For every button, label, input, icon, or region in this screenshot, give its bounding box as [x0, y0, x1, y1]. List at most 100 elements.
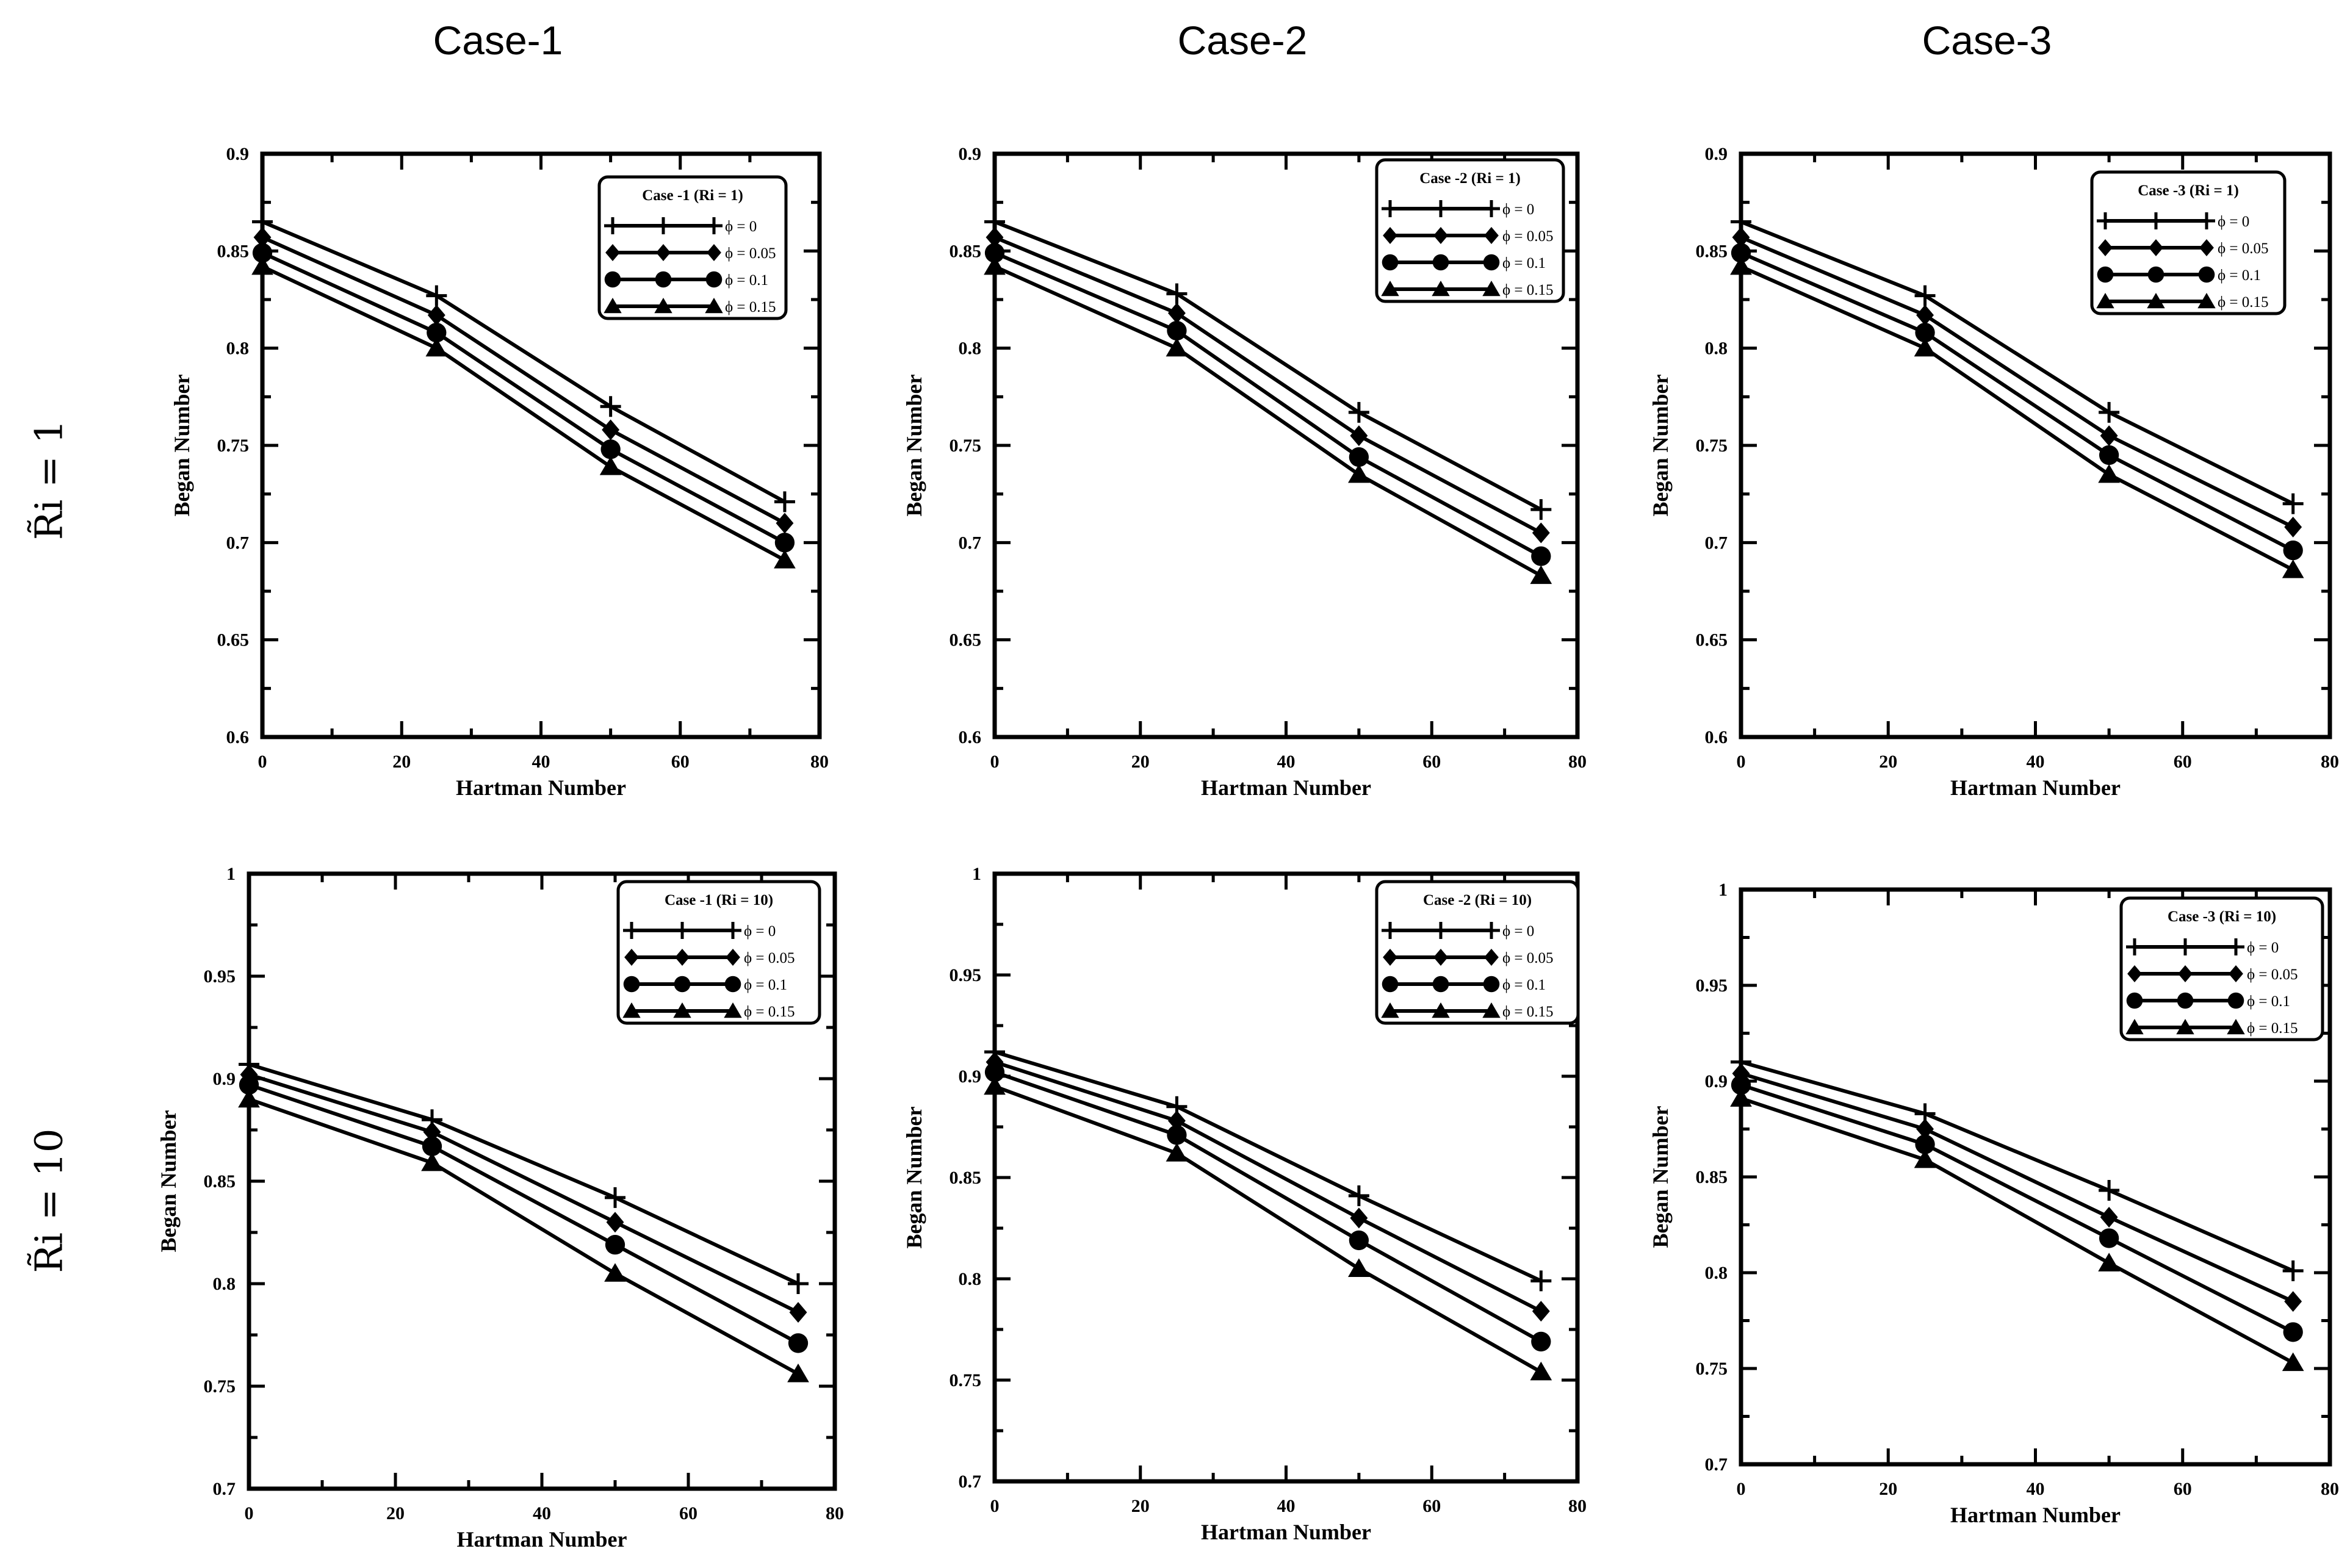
chart-case1-ri10: 0 20 40 60 80 0.7 0.75 0.8 0.85 0.9 0.95 1 Hartman N… [156, 864, 844, 1552]
legend-marker-circle [674, 976, 691, 993]
data-point-diamond [427, 304, 445, 326]
legend-label: ϕ = 0.1 [725, 272, 768, 289]
data-point-triangle [1914, 337, 1936, 357]
y-axis-label: Began Number [902, 374, 926, 516]
series-line-diamond [248, 1073, 799, 1314]
data-point-diamond [776, 512, 794, 534]
x-tick-label: 80 [2321, 1479, 2339, 1499]
legend-marker-plus [604, 217, 621, 234]
data-point-plus [788, 1273, 809, 1294]
data-point-circle [605, 1235, 625, 1255]
data-point-plus [2282, 1260, 2304, 1281]
data-point-plus [1914, 285, 1936, 306]
legend-title: Case -1 (Ri = 10) [665, 892, 773, 908]
legend-label: ϕ = 0.05 [2247, 966, 2298, 983]
y-tick-label: 0.6 [959, 727, 982, 747]
data-point-plus [2099, 1179, 2120, 1201]
data-point-circle [1349, 1230, 1369, 1251]
y-tick-label: 0.7 [959, 1472, 982, 1492]
data-point-circle [788, 1333, 809, 1353]
data-point-diamond [1916, 304, 1934, 326]
legend-marker-triangle [673, 1002, 691, 1018]
data-point-plus [1530, 499, 1552, 520]
y-tick-label: 0.85 [204, 1171, 236, 1192]
legend-label: ϕ = 0.1 [2247, 993, 2290, 1010]
x-tick-label: 0 [990, 1496, 1000, 1516]
data-point-circle [1349, 447, 1369, 467]
chart-case2-ri1: 0 20 40 60 80 0.6 0.65 0.7 0.75 0.8 0.85 0.9 Hartman… [902, 144, 1587, 800]
legend-box [2090, 170, 2287, 315]
data-point-circle [1531, 546, 1551, 566]
legend-marker-triangle [2147, 293, 2165, 309]
data-point-plus [605, 1187, 625, 1208]
legend-marker-diamond [726, 949, 740, 966]
data-point-triangle [1348, 464, 1370, 483]
legend-marker-circle [1483, 254, 1500, 271]
legend-label: ϕ = 0 [725, 218, 757, 235]
legend-marker-triangle [1482, 1002, 1501, 1018]
legend-marker-triangle [2176, 1019, 2194, 1035]
legend-marker-plus [2227, 938, 2244, 955]
legend-marker-plus [1483, 200, 1500, 217]
y-axis-label: Began Number [902, 1106, 926, 1248]
legend-marker-plus [2126, 938, 2143, 955]
legend-marker-diamond [1433, 949, 1448, 966]
legend-marker-diamond [2127, 965, 2142, 982]
data-point-triangle [599, 456, 622, 475]
data-point-diamond [2100, 425, 2118, 447]
legend-marker-circle [1382, 254, 1399, 271]
legend-marker-circle [604, 271, 621, 288]
y-tick-label: 0.9 [959, 144, 982, 164]
legend-marker-circle [724, 976, 741, 993]
data-point-plus [1166, 283, 1188, 304]
data-point-triangle [425, 337, 448, 357]
chart-case2-ri10: 0 20 40 60 80 0.7 0.75 0.8 0.85 0.9 0.95 1 Hartman N… [902, 864, 1587, 1544]
data-point-triangle [1730, 256, 1752, 275]
x-tick-label: 20 [386, 1503, 405, 1523]
data-point-diamond [2284, 1291, 2302, 1312]
legend-marker-triangle [2125, 1019, 2144, 1035]
data-point-circle [2099, 1228, 2119, 1248]
data-point-triangle [2098, 464, 2120, 483]
data-point-triangle [1530, 565, 1552, 584]
legend-label: ϕ = 0.15 [725, 299, 776, 315]
data-point-circle [2099, 445, 2119, 466]
x-tick-label: 60 [2174, 1479, 2192, 1499]
legend-marker-diamond [1383, 949, 1397, 966]
y-axis-label: Began Number [1648, 1106, 1673, 1248]
data-point-diamond [1532, 1301, 1550, 1322]
y-tick-label: 0.85 [950, 1168, 982, 1188]
data-point-circle [2283, 540, 2303, 561]
series-line-plus [1740, 220, 2294, 506]
x-tick-label: 80 [826, 1503, 844, 1523]
legend-label: ϕ = 0.05 [2218, 240, 2269, 257]
legend-label: ϕ = 0.05 [744, 950, 795, 966]
legend-marker-circle [1432, 976, 1449, 993]
data-point-plus [600, 396, 621, 417]
legend-marker-diamond [2149, 239, 2163, 256]
x-tick-label: 60 [679, 1503, 697, 1523]
series-line-plus [1740, 1060, 2294, 1273]
y-tick-label: 0.8 [959, 1269, 982, 1289]
data-point-triangle [774, 550, 796, 569]
legend-marker-circle [2147, 266, 2164, 283]
data-point-diamond [606, 1212, 624, 1233]
y-tick-label: 0.85 [217, 241, 250, 261]
column-header-case-3: Case-3 [1922, 18, 2052, 63]
x-tick-label: 60 [1422, 752, 1441, 772]
x-tick-label: 20 [1131, 1496, 1150, 1516]
legend-marker-circle [1382, 976, 1399, 993]
y-tick-label: 0.7 [959, 533, 982, 553]
data-point-plus [2099, 401, 2120, 423]
y-tick-label: 0.95 [1696, 976, 1728, 996]
data-point-triangle [984, 1076, 1006, 1095]
legend-marker-diamond [2178, 965, 2193, 982]
data-point-diamond [1732, 227, 1750, 248]
y-tick-label: 0.95 [204, 966, 236, 987]
series-line-circle [993, 251, 1542, 558]
legend-marker-diamond [2098, 239, 2113, 256]
chart-case1-ri1: 0 20 40 60 80 0.6 0.65 0.7 0.75 0.8 0.85 0.9 Hartman… [170, 144, 829, 800]
legend-marker-triangle [604, 298, 622, 314]
x-axis-label: Hartman Number [456, 775, 626, 800]
